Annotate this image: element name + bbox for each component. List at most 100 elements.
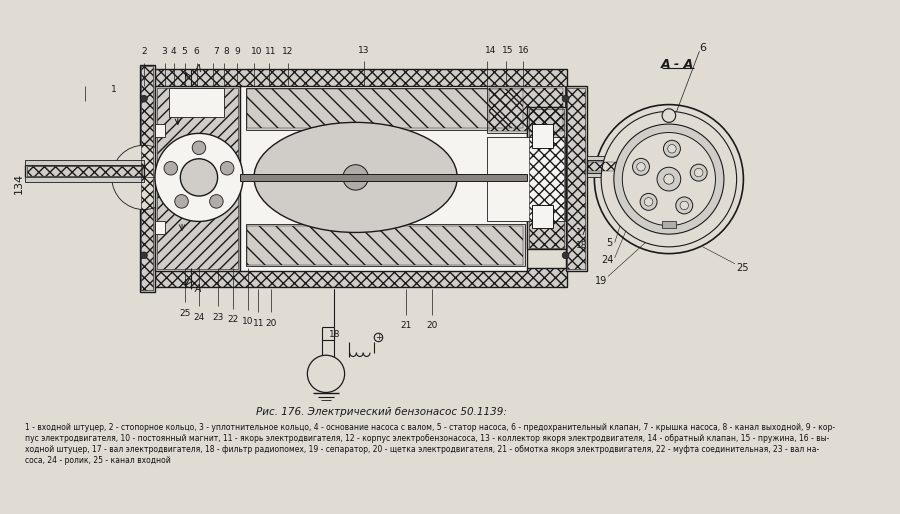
Bar [27,167,142,176]
Bar [169,88,224,117]
Text: А: А [194,284,202,294]
Bar [662,222,676,228]
Circle shape [193,141,206,155]
Circle shape [308,355,345,393]
Circle shape [676,197,693,214]
Bar [155,86,239,270]
Circle shape [562,95,569,102]
Text: 24: 24 [194,313,204,322]
Circle shape [374,333,382,342]
Circle shape [140,95,148,102]
Bar [25,164,144,177]
Text: 1: 1 [112,85,117,95]
Text: 4: 4 [171,47,176,57]
Text: 24: 24 [602,254,614,265]
Circle shape [668,144,676,153]
Circle shape [210,195,223,208]
Bar [487,86,564,133]
Bar [246,224,525,266]
Bar [144,69,567,88]
Text: 11: 11 [253,319,264,328]
Bar [25,177,144,181]
Circle shape [664,174,674,184]
Bar [155,222,165,234]
Bar [144,268,567,287]
Circle shape [562,252,569,259]
Text: +: + [375,333,382,342]
Circle shape [164,161,177,175]
Text: 18: 18 [328,330,340,339]
Text: 20: 20 [426,321,437,331]
Bar [532,124,553,148]
Bar [140,65,155,292]
Bar [248,89,523,128]
Text: 13: 13 [358,46,370,54]
Text: 11: 11 [266,47,276,57]
Circle shape [690,164,707,181]
Circle shape [662,109,676,122]
Text: 21: 21 [400,321,412,331]
Text: 15: 15 [502,46,514,54]
Text: 8: 8 [223,47,229,57]
Bar [527,107,565,249]
Circle shape [614,124,724,234]
Text: 16: 16 [518,46,529,54]
Circle shape [601,112,736,247]
Text: Рис. 176. Электрический бензонасос 50.1139:: Рис. 176. Электрический бензонасос 50.11… [256,407,507,417]
Circle shape [102,135,186,220]
Bar [529,109,564,248]
Bar [239,86,527,270]
Bar [25,160,144,164]
Circle shape [637,162,645,171]
Text: 14: 14 [485,46,497,54]
Bar [489,88,563,131]
Bar [567,88,585,269]
Bar [248,226,523,265]
Text: 9: 9 [234,47,240,57]
Bar [532,205,553,228]
Text: 10: 10 [242,317,254,326]
Bar [587,156,651,160]
Circle shape [180,159,218,196]
Text: 18: 18 [576,242,588,250]
Circle shape [657,167,680,191]
Ellipse shape [254,122,457,232]
Text: 5: 5 [181,47,186,57]
Text: 7: 7 [213,47,219,57]
Circle shape [175,195,188,208]
Bar [589,162,649,172]
Circle shape [220,161,234,175]
Circle shape [112,145,176,210]
Text: 25: 25 [179,308,190,318]
Text: 6: 6 [699,43,707,53]
Bar [565,86,587,270]
Bar [239,174,527,181]
Bar [487,137,564,222]
Text: пус электродвигателя, 10 - постоянный магнит, 11 - якорь электродвигателя, 12 - : пус электродвигателя, 10 - постоянный ма… [25,434,830,443]
Text: 23: 23 [212,313,223,322]
Bar [157,88,238,269]
Text: 5: 5 [607,237,613,248]
Circle shape [644,197,652,206]
Text: соса, 24 - ролик, 25 - канал входной: соса, 24 - ролик, 25 - канал входной [25,456,171,465]
Text: 3: 3 [161,47,167,57]
Text: 6: 6 [194,47,199,57]
Bar [25,54,576,317]
Circle shape [155,133,243,222]
Text: 19: 19 [595,276,608,286]
Text: ходной штуцер, 17 - вал электродвигателя, 18 - фильтр радиопомех, 19 - сепаратор: ходной штуцер, 17 - вал электродвигателя… [25,445,820,454]
Text: 25: 25 [736,263,749,273]
Bar [587,173,651,177]
Circle shape [680,201,688,210]
Text: А: А [194,64,202,74]
Circle shape [140,252,148,259]
Text: 12: 12 [283,47,293,57]
Bar [246,88,525,130]
Text: А - А: А - А [661,58,694,71]
Bar [587,160,651,173]
Text: 10: 10 [251,47,262,57]
Circle shape [343,164,368,190]
Text: 17: 17 [576,228,588,237]
Bar [155,124,165,137]
Circle shape [695,169,703,177]
